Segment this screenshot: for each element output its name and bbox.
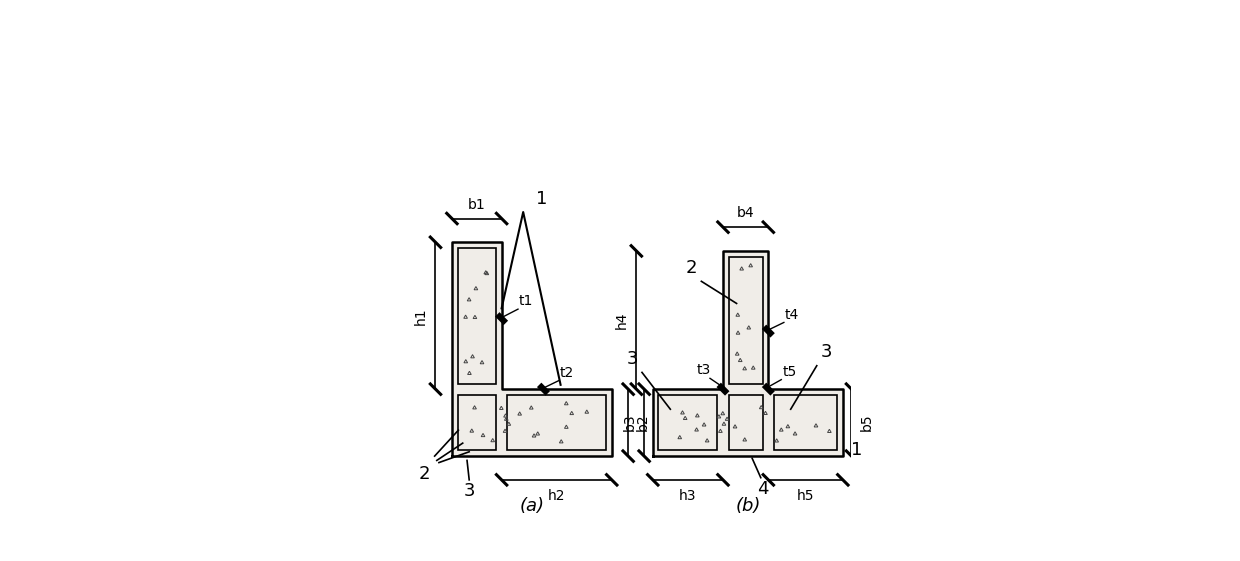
Text: t5: t5: [782, 365, 796, 379]
Bar: [729, 256, 763, 384]
Text: b5: b5: [859, 414, 873, 431]
Bar: [507, 395, 606, 450]
Text: b4: b4: [737, 206, 754, 220]
Text: h5: h5: [797, 489, 815, 503]
Text: 1: 1: [852, 440, 863, 458]
Text: t3: t3: [697, 364, 712, 378]
Text: 1: 1: [536, 190, 548, 208]
Bar: [458, 395, 496, 450]
Bar: [658, 395, 718, 450]
Bar: [774, 395, 837, 450]
Text: h4: h4: [615, 311, 629, 329]
Text: 3: 3: [627, 350, 639, 368]
Text: h1: h1: [414, 307, 428, 324]
Text: h3: h3: [680, 489, 697, 503]
Text: b3: b3: [622, 414, 636, 431]
Text: (a): (a): [520, 497, 544, 515]
Text: 3: 3: [820, 343, 832, 361]
Bar: [458, 248, 496, 384]
Bar: [729, 395, 763, 450]
Text: h2: h2: [548, 489, 565, 503]
Text: t2: t2: [560, 366, 574, 380]
Text: t4: t4: [785, 307, 799, 321]
Text: b2: b2: [636, 414, 650, 431]
Polygon shape: [451, 242, 611, 456]
Text: 2: 2: [419, 465, 430, 482]
Text: 4: 4: [758, 480, 769, 498]
Text: 3: 3: [464, 482, 475, 500]
Text: 2: 2: [686, 259, 697, 277]
Polygon shape: [652, 251, 843, 456]
Text: (b): (b): [735, 497, 760, 515]
Text: t1: t1: [518, 295, 533, 309]
Text: b1: b1: [467, 197, 486, 211]
